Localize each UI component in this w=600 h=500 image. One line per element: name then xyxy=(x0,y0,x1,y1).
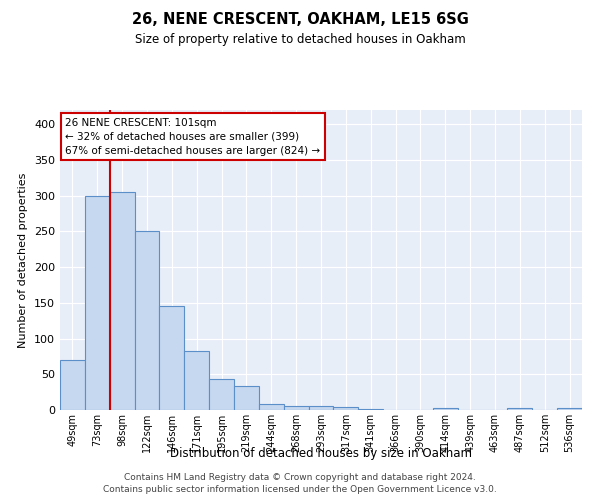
Text: 26 NENE CRESCENT: 101sqm
← 32% of detached houses are smaller (399)
67% of semi-: 26 NENE CRESCENT: 101sqm ← 32% of detach… xyxy=(65,118,320,156)
Bar xyxy=(334,407,358,410)
Bar xyxy=(60,360,85,410)
Text: Distribution of detached houses by size in Oakham: Distribution of detached houses by size … xyxy=(170,448,472,460)
Bar xyxy=(433,408,458,410)
Bar xyxy=(110,192,134,410)
Text: Size of property relative to detached houses in Oakham: Size of property relative to detached ho… xyxy=(134,32,466,46)
Bar xyxy=(234,386,259,410)
Bar xyxy=(308,406,334,410)
Text: Contains HM Land Registry data © Crown copyright and database right 2024.: Contains HM Land Registry data © Crown c… xyxy=(124,472,476,482)
Bar xyxy=(508,408,532,410)
Y-axis label: Number of detached properties: Number of detached properties xyxy=(19,172,28,348)
Bar xyxy=(557,408,582,410)
Bar xyxy=(160,306,184,410)
Text: 26, NENE CRESCENT, OAKHAM, LE15 6SG: 26, NENE CRESCENT, OAKHAM, LE15 6SG xyxy=(131,12,469,28)
Bar xyxy=(284,406,308,410)
Bar xyxy=(85,196,110,410)
Bar xyxy=(209,378,234,410)
Bar xyxy=(134,232,160,410)
Bar xyxy=(184,352,209,410)
Bar xyxy=(259,404,284,410)
Text: Contains public sector information licensed under the Open Government Licence v3: Contains public sector information licen… xyxy=(103,485,497,494)
